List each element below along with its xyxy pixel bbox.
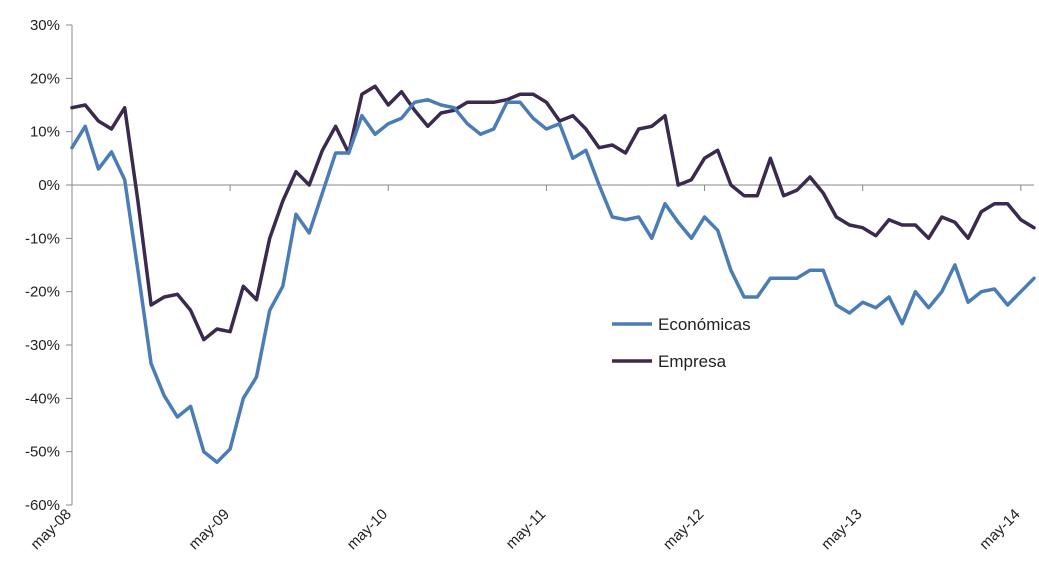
y-axis: 30% 20% 10% 0% -10% -20% -30% -40% -50% -60%	[25, 17, 73, 514]
y-tick-label: -50%	[25, 444, 60, 461]
y-tick-label: 0%	[38, 177, 60, 194]
x-tick-label: may-14	[976, 506, 1023, 553]
series-line-empresa	[70, 84, 1036, 342]
x-tick-label: may-09	[186, 506, 233, 553]
legend: Económicas Empresa	[612, 315, 751, 371]
y-tick-label: -40%	[25, 390, 60, 407]
y-tick-label: 30%	[30, 17, 60, 34]
y-tick-label: 10%	[30, 124, 60, 141]
legend-label: Económicas	[658, 315, 751, 334]
x-tick-label: may-11	[503, 506, 550, 553]
x-tick-label: may-12	[660, 506, 707, 553]
y-tick-label: -30%	[25, 337, 60, 354]
x-tick-label: may-10	[344, 506, 391, 553]
y-tick-label: -20%	[25, 284, 60, 301]
x-axis: may-08 may-09 may-10 may-11 may-12 may-13 may-…	[27, 184, 1034, 553]
y-tick-label: -10%	[25, 230, 60, 247]
series-line-economicas	[70, 97, 1036, 465]
x-tick-label: may-13	[818, 506, 865, 553]
legend-label: Empresa	[658, 352, 727, 371]
y-tick-label: -60%	[25, 497, 60, 514]
y-tick-label: 20%	[30, 70, 60, 87]
series-layer	[70, 84, 1036, 465]
